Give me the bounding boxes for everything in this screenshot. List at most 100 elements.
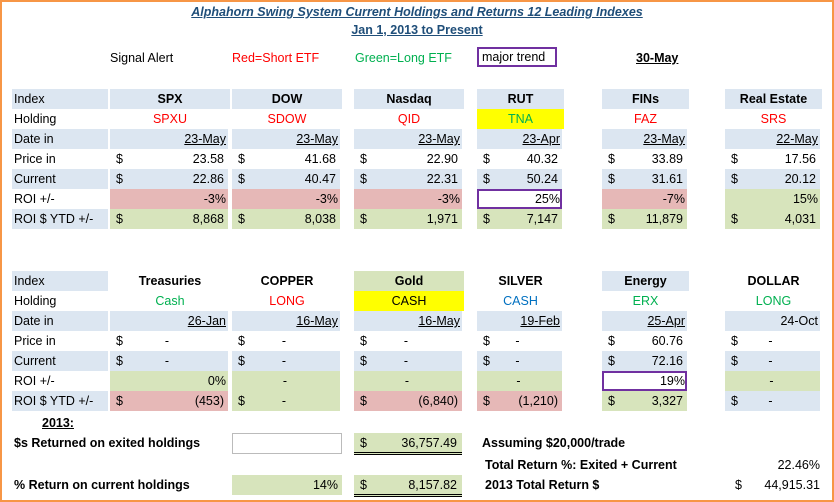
cell (354, 291, 464, 311)
currency: $ (608, 172, 615, 186)
cell (602, 109, 689, 129)
cell (477, 371, 562, 391)
cell (354, 89, 464, 109)
current-value: 8,157.82 (408, 478, 457, 492)
row-label: ROI $ YTD +/- (12, 209, 108, 229)
amount: (1,210) (518, 394, 558, 408)
index-name: RUT (507, 92, 534, 106)
date-in: 22-May (776, 132, 818, 146)
cell (232, 311, 340, 331)
date-in: 23-May (296, 132, 338, 146)
row-label: Index (12, 89, 108, 109)
currency: $ (360, 436, 367, 450)
amount: - (515, 334, 520, 348)
currency: $ (238, 152, 245, 166)
cell (725, 271, 822, 291)
currency: $ (116, 152, 123, 166)
total-value: 44,915.31 (764, 478, 820, 492)
cell (477, 271, 564, 291)
cell (232, 391, 340, 411)
cell (354, 109, 464, 129)
cell (354, 331, 462, 351)
date-in: 19-Feb (520, 314, 560, 328)
amount: - (768, 354, 773, 368)
cell (354, 371, 462, 391)
subtitle: Jan 1, 2013 to Present (351, 23, 483, 37)
currency: $ (731, 334, 738, 348)
green-legend: Green=Long ETF (355, 51, 452, 65)
amount: 23.58 (192, 152, 224, 166)
amount: 40.32 (526, 152, 558, 166)
date-in: 24-Oct (780, 314, 818, 328)
currency: $ (360, 172, 367, 186)
date-in: 23-May (418, 132, 460, 146)
amount: 20.12 (784, 172, 816, 186)
amount: - (164, 334, 170, 348)
cell (110, 209, 228, 229)
date-in: 16-May (296, 314, 338, 328)
cell (354, 209, 462, 229)
cell (477, 149, 562, 169)
cell (602, 391, 687, 411)
cell (477, 311, 562, 331)
date-in: 23-May (184, 132, 226, 146)
amount: 40.47 (304, 172, 336, 186)
roi: 0% (207, 374, 226, 388)
cell (725, 109, 822, 129)
cell (354, 271, 464, 291)
currency: $ (116, 354, 123, 368)
cell (725, 169, 820, 189)
cell (232, 331, 340, 351)
signal-alert: Signal Alert (110, 51, 174, 65)
holding: Cash (155, 294, 185, 308)
cell (232, 291, 342, 311)
amount: 1,971 (426, 212, 458, 226)
holding: TNA (508, 112, 533, 126)
date-in: 23-May (643, 132, 685, 146)
amount: 7,147 (526, 212, 558, 226)
cell (602, 331, 687, 351)
cell (232, 149, 340, 169)
cell (725, 391, 820, 411)
holding: CASH (391, 294, 427, 308)
cell (725, 89, 822, 109)
amount: - (281, 394, 287, 408)
cell (602, 371, 687, 391)
amount: 22.31 (426, 172, 458, 186)
row-label: Price in (12, 331, 108, 351)
cell (110, 109, 230, 129)
cell (354, 351, 462, 371)
cell (602, 169, 687, 189)
cell (725, 189, 820, 209)
cell (602, 311, 687, 331)
amount: 17.56 (784, 152, 816, 166)
total-pct: 22.46% (777, 458, 820, 472)
cell (110, 271, 230, 291)
cell (602, 209, 687, 229)
currency: $ (608, 334, 615, 348)
holding: SRS (760, 112, 787, 126)
currency: $ (238, 172, 245, 186)
cell (354, 311, 462, 331)
holding: QID (397, 112, 421, 126)
cell (602, 89, 689, 109)
amount: - (403, 354, 409, 368)
cell (354, 169, 462, 189)
cell (232, 209, 340, 229)
amount: - (164, 354, 170, 368)
index-name: COPPER (260, 274, 314, 288)
cell (602, 149, 687, 169)
red-legend: Red=Short ETF (232, 51, 320, 65)
currency: $ (238, 394, 245, 408)
index-name: Nasdaq (386, 92, 432, 106)
currency: $ (360, 354, 367, 368)
cell (602, 351, 687, 371)
row-label: ROI $ YTD +/- (12, 391, 108, 411)
amount: - (515, 354, 520, 368)
cell (110, 391, 228, 411)
cell (602, 291, 689, 311)
index-name: FINs (631, 92, 660, 106)
date-in: 26-Jan (187, 314, 226, 328)
currency: $ (116, 334, 123, 348)
currency: $ (608, 152, 615, 166)
